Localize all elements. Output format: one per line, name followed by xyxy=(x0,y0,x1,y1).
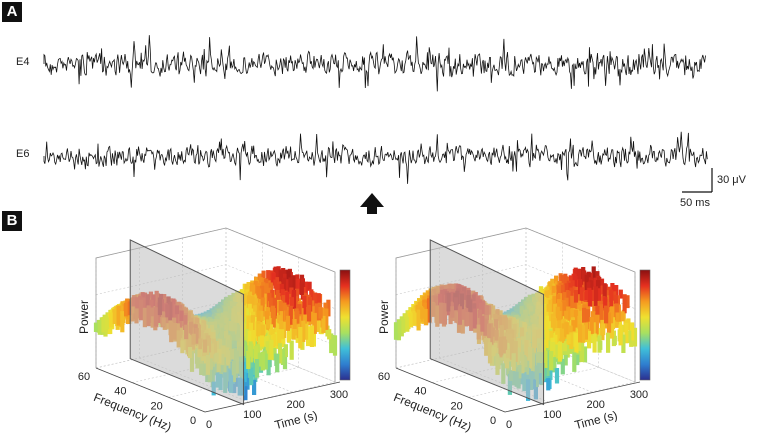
freq-tick-label: 60 xyxy=(78,371,90,383)
time-tick-label: 100 xyxy=(243,409,261,421)
time-tick-label: 200 xyxy=(286,399,304,411)
colorbar xyxy=(339,269,351,381)
eeg-traces xyxy=(43,35,713,214)
trace-e4-signal xyxy=(43,35,706,92)
panel-label-a: A xyxy=(2,2,22,22)
freq-tick-label: 0 xyxy=(190,415,196,427)
scale-time-label: 50 ms xyxy=(680,197,710,209)
up-arrow-icon xyxy=(360,193,384,214)
power-axis-label: Power xyxy=(377,300,391,334)
time-tick-label: 200 xyxy=(586,399,604,411)
trace-label-e6: E6 xyxy=(16,148,30,160)
time-axis-label: Time (s) xyxy=(273,408,319,432)
scale-voltage-label: 30 μV xyxy=(717,174,746,186)
time-tick-label: 300 xyxy=(330,389,348,401)
trace-label-e4: E4 xyxy=(16,56,30,68)
panel-label-b: B xyxy=(2,211,22,231)
time-tick-label: 300 xyxy=(630,389,648,401)
time-tick-label: 0 xyxy=(206,419,212,431)
freq-tick-label: 20 xyxy=(151,400,163,412)
freq-tick-label: 40 xyxy=(114,386,126,398)
power-axis-label: Power xyxy=(77,300,91,334)
freq-tick-label: 40 xyxy=(414,386,426,398)
colorbar xyxy=(639,269,651,381)
time-tick-label: 100 xyxy=(543,409,561,421)
time-tick-label: 0 xyxy=(506,419,512,431)
freq-tick-label: 0 xyxy=(490,415,496,427)
scale-bar xyxy=(682,168,713,193)
freq-tick-label: 60 xyxy=(378,371,390,383)
freq-tick-label: 20 xyxy=(451,400,463,412)
trace-e6-signal xyxy=(43,131,708,184)
time-axis-label: Time (s) xyxy=(573,408,619,432)
